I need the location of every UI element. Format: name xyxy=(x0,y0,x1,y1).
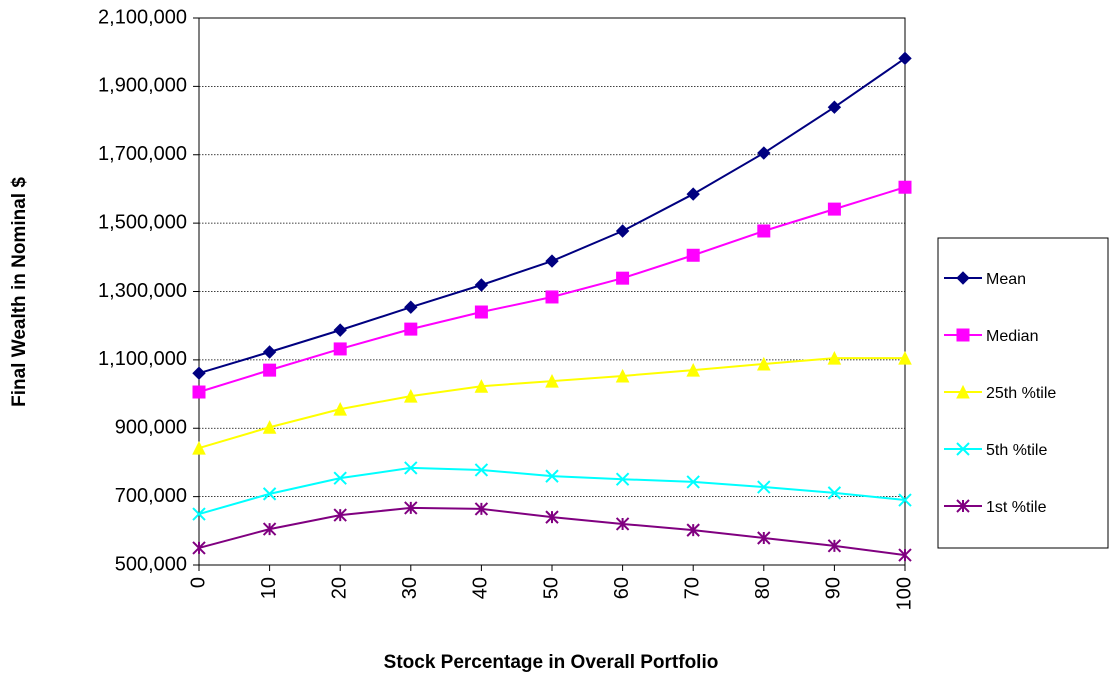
x-tick-label: 20 xyxy=(328,577,350,599)
marker xyxy=(333,471,347,485)
marker xyxy=(545,510,559,524)
marker xyxy=(545,254,559,268)
x-tick-label: 80 xyxy=(752,577,774,599)
legend: Mean Median 25th %tile 5th %tile 1st %tile xyxy=(937,237,1109,549)
y-tick-label: 700,000 xyxy=(115,485,187,507)
marker xyxy=(615,517,630,531)
marker xyxy=(686,248,700,262)
y-tick-label: 2,100,000 xyxy=(98,6,187,28)
marker xyxy=(615,368,630,383)
y-axis-title: Final Wealth in Nominal $ xyxy=(9,177,30,407)
marker xyxy=(827,100,842,114)
x-tick-label: 10 xyxy=(258,577,280,599)
y-tick-label: 1,900,000 xyxy=(98,75,187,97)
x-tick-label: 90 xyxy=(823,577,845,599)
marker xyxy=(686,363,701,377)
y-tick-label: 1,500,000 xyxy=(98,211,187,233)
marker xyxy=(403,388,418,403)
marker xyxy=(333,323,347,337)
marker xyxy=(827,202,841,216)
y-tick-label: 1,700,000 xyxy=(98,143,187,165)
marker xyxy=(474,463,489,477)
marker xyxy=(898,351,912,365)
marker xyxy=(262,522,277,536)
marker xyxy=(192,541,206,555)
legend-marker xyxy=(956,328,970,342)
marker xyxy=(756,356,771,371)
legend-marker xyxy=(956,384,970,399)
marker xyxy=(404,322,418,336)
marker xyxy=(545,373,559,388)
marker xyxy=(827,486,842,500)
y-tick-label: 900,000 xyxy=(115,417,187,439)
marker xyxy=(827,351,842,365)
marker xyxy=(474,379,489,393)
marker xyxy=(262,487,277,501)
marker xyxy=(333,342,347,356)
marker xyxy=(192,440,206,455)
marker xyxy=(404,300,418,314)
marker xyxy=(827,539,842,553)
legend-label: 25th %tile xyxy=(986,385,1056,402)
legend-label: 1st %tile xyxy=(986,499,1047,516)
legend-marker xyxy=(956,442,970,456)
marker xyxy=(262,345,277,359)
y-tick-label: 1,300,000 xyxy=(98,280,187,302)
y-tick-label: 1,100,000 xyxy=(98,348,187,370)
marker xyxy=(263,363,277,377)
marker xyxy=(757,531,771,545)
marker xyxy=(545,290,559,304)
marker xyxy=(757,480,771,494)
x-tick-label: 60 xyxy=(611,577,633,599)
marker xyxy=(545,469,559,483)
marker xyxy=(474,305,488,319)
marker xyxy=(474,502,489,516)
marker xyxy=(192,385,206,399)
marker xyxy=(686,523,700,537)
x-tick-label: 40 xyxy=(470,577,492,599)
marker xyxy=(333,508,347,522)
marker xyxy=(898,493,912,507)
marker xyxy=(898,548,912,562)
legend-label: Median xyxy=(986,328,1038,345)
marker xyxy=(616,271,630,285)
marker xyxy=(615,472,630,486)
x-tick-label: 30 xyxy=(399,577,421,599)
marker xyxy=(615,224,630,238)
x-tick-label: 100 xyxy=(893,577,915,610)
x-tick-label: 70 xyxy=(681,577,703,599)
marker xyxy=(757,224,771,238)
marker xyxy=(192,366,206,380)
marker xyxy=(757,146,771,160)
marker xyxy=(898,180,912,194)
x-tick-label: 50 xyxy=(540,577,562,599)
x-tick-label: 0 xyxy=(187,577,209,588)
legend-label: 5th %tile xyxy=(986,442,1047,459)
marker xyxy=(474,278,489,292)
marker xyxy=(404,501,418,515)
marker xyxy=(192,507,206,521)
marker xyxy=(262,420,277,434)
marker xyxy=(333,401,348,416)
legend-marker xyxy=(956,499,970,513)
marker xyxy=(898,51,912,66)
marker xyxy=(686,475,700,489)
plot-border xyxy=(198,17,906,566)
legend-marker xyxy=(956,271,970,285)
marker xyxy=(686,187,700,201)
y-tick-label: 500,000 xyxy=(115,553,187,575)
x-axis-title: Stock Percentage in Overall Portfolio xyxy=(384,652,719,673)
marker xyxy=(404,461,418,475)
legend-label: Mean xyxy=(986,271,1026,288)
